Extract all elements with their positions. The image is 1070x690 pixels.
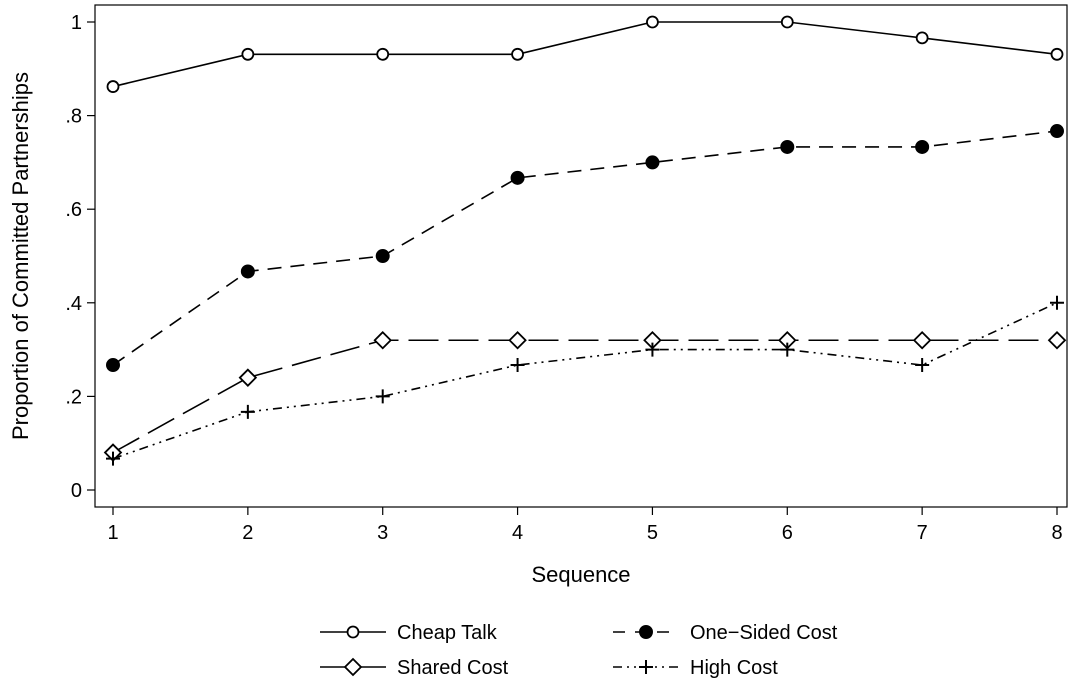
plot-border bbox=[94, 4, 1068, 508]
data-point bbox=[645, 342, 660, 357]
data-point bbox=[780, 139, 795, 154]
x-axis: 1 2 3 4 5 6 7 8 bbox=[107, 507, 1063, 544]
data-point bbox=[376, 47, 390, 61]
data-point bbox=[1050, 124, 1064, 139]
legend-item: High Cost bbox=[613, 657, 778, 679]
legend-marker bbox=[639, 660, 653, 674]
legend-label: One−Sided Cost bbox=[690, 622, 838, 644]
series-1 bbox=[106, 124, 1064, 373]
data-point bbox=[912, 330, 932, 350]
data-point bbox=[375, 389, 390, 404]
legend-label: High Cost bbox=[690, 657, 778, 679]
x-tick-label: 8 bbox=[1051, 522, 1062, 544]
series-0 bbox=[106, 15, 1064, 93]
y-tick-label: 0 bbox=[71, 480, 82, 502]
plot-area bbox=[94, 4, 1068, 508]
series-line bbox=[112, 130, 1058, 366]
data-point bbox=[511, 47, 524, 61]
data-point bbox=[241, 47, 255, 61]
data-point bbox=[646, 15, 659, 29]
legend: Cheap Talk One−Sided Cost Shared Cost High … bbox=[320, 622, 838, 679]
y-tick-label: 1 bbox=[71, 12, 82, 34]
series-2 bbox=[103, 330, 1067, 462]
data-point bbox=[508, 330, 527, 350]
x-tick-label: 2 bbox=[242, 522, 253, 544]
data-point bbox=[645, 155, 660, 170]
y-tick-label: .2 bbox=[65, 386, 82, 408]
series-line bbox=[112, 302, 1058, 460]
legend-marker bbox=[346, 625, 360, 639]
x-tick-label: 5 bbox=[647, 522, 658, 544]
series-3 bbox=[106, 295, 1064, 466]
y-tick-label: .8 bbox=[65, 106, 82, 128]
legend-label: Shared Cost bbox=[397, 657, 509, 679]
data-point bbox=[373, 330, 392, 350]
data-point bbox=[915, 139, 930, 154]
x-tick-label: 6 bbox=[782, 522, 793, 544]
x-axis-title: Sequence bbox=[531, 562, 630, 587]
y-axis: 0 .2 .4 .6 .8 1 bbox=[65, 12, 95, 502]
data-point bbox=[510, 358, 525, 373]
legend-marker bbox=[639, 625, 653, 639]
legend-item: Cheap Talk bbox=[320, 622, 498, 644]
x-tick-label: 1 bbox=[107, 522, 118, 544]
data-point bbox=[240, 404, 255, 419]
data-point bbox=[780, 342, 795, 357]
data-point bbox=[1050, 47, 1064, 61]
legend-item: One−Sided Cost bbox=[613, 622, 838, 644]
data-point bbox=[106, 358, 120, 373]
data-point bbox=[1050, 295, 1064, 310]
data-point bbox=[238, 368, 258, 387]
data-point bbox=[240, 264, 255, 279]
x-tick-label: 4 bbox=[512, 522, 523, 544]
data-point bbox=[106, 451, 120, 466]
legend-marker bbox=[343, 657, 363, 677]
legend-label: Cheap Talk bbox=[397, 622, 498, 644]
data-point bbox=[510, 170, 525, 185]
data-point bbox=[915, 31, 929, 45]
x-tick-label: 7 bbox=[917, 522, 928, 544]
legend-item: Shared Cost bbox=[320, 657, 509, 679]
series-line bbox=[112, 21, 1058, 88]
y-tick-label: .4 bbox=[65, 293, 82, 315]
data-point bbox=[780, 15, 794, 29]
data-point bbox=[915, 358, 930, 373]
data-point bbox=[106, 80, 120, 93]
y-axis-title: Proportion of Committed Partnerships bbox=[8, 72, 33, 440]
data-point bbox=[375, 249, 390, 263]
series-line bbox=[112, 339, 1057, 454]
x-tick-label: 3 bbox=[377, 522, 388, 544]
series-layer bbox=[103, 15, 1067, 466]
y-tick-label: .6 bbox=[65, 199, 82, 221]
data-point bbox=[1047, 330, 1067, 350]
